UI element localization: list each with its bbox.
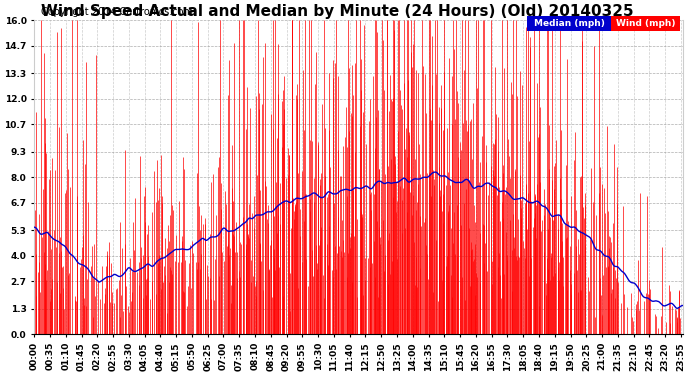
Text: Wind (mph): Wind (mph) bbox=[616, 19, 676, 28]
Text: Copyright 2014 Cartronics.com: Copyright 2014 Cartronics.com bbox=[41, 7, 193, 17]
Text: Wind Speed Actual and Median by Minute (24 Hours) (Old) 20140325: Wind Speed Actual and Median by Minute (… bbox=[41, 4, 633, 19]
Text: Median (mph): Median (mph) bbox=[534, 19, 604, 28]
FancyBboxPatch shape bbox=[611, 16, 680, 32]
FancyBboxPatch shape bbox=[527, 16, 611, 32]
